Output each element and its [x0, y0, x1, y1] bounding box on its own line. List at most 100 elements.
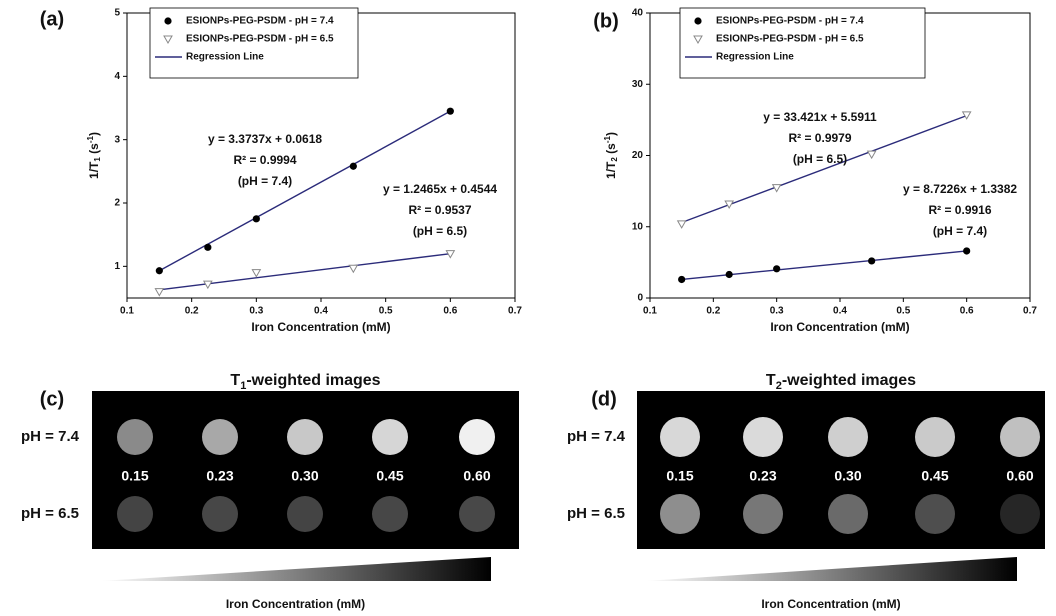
legend-label: ESIONPs-PEG-PSDM - pH = 6.5 — [716, 34, 864, 45]
concentration-label: 0.23 — [749, 468, 776, 484]
sample-well — [743, 417, 783, 457]
data-point — [963, 112, 971, 119]
y-tick-label: 2 — [114, 198, 120, 209]
legend-label: ESIONPs-PEG-PSDM - pH = 7.4 — [186, 16, 334, 27]
x-tick-label: 0.5 — [896, 306, 910, 317]
data-point — [155, 289, 163, 296]
x-tick-label: 0.3 — [249, 306, 263, 317]
x-tick-label: 0.6 — [960, 306, 974, 317]
x-tick-label: 0.2 — [706, 306, 720, 317]
x-tick-label: 0.7 — [1023, 306, 1037, 317]
data-point — [678, 276, 685, 283]
y-label-close: ) — [87, 132, 101, 136]
x-axis-label: Iron Concentration (mM) — [761, 597, 900, 611]
panel-label: (b) — [593, 10, 619, 32]
regression-line — [159, 254, 450, 290]
y-axis-label: 1/T2 (s-1) — [603, 132, 619, 179]
sample-well — [202, 419, 238, 455]
y-tick-label: 5 — [114, 8, 120, 19]
concentration-label: 0.15 — [121, 468, 148, 484]
y-label-close: ) — [604, 132, 618, 136]
sample-well — [828, 494, 868, 534]
sample-well — [1000, 417, 1040, 457]
equation-annotation: y = 8.7226x + 1.3382 — [903, 182, 1017, 196]
sample-well — [743, 494, 783, 534]
equation-annotation: R² = 0.9979 — [788, 131, 851, 145]
y-label-text: 1/T — [604, 161, 618, 179]
equation-annotation: (pH = 7.4) — [238, 174, 292, 188]
sample-well — [117, 419, 153, 455]
concentration-label: 0.30 — [291, 468, 318, 484]
data-point — [773, 265, 780, 272]
y-tick-label: 4 — [114, 71, 120, 82]
x-tick-label: 0.2 — [185, 306, 199, 317]
equation-annotation: y = 33.421x + 5.5911 — [763, 110, 877, 124]
data-point — [253, 215, 260, 222]
data-point — [349, 265, 357, 272]
y-tick-label: 20 — [632, 150, 644, 161]
concentration-label: 0.45 — [921, 468, 948, 484]
legend-marker — [694, 17, 701, 24]
sample-well — [660, 417, 700, 457]
panel-label: (c) — [40, 388, 64, 410]
concentration-label: 0.30 — [834, 468, 861, 484]
sample-well — [915, 494, 955, 534]
title-text: T — [230, 372, 240, 389]
concentration-label: 0.60 — [1006, 468, 1033, 484]
data-point — [868, 257, 875, 264]
legend-label: ESIONPs-PEG-PSDM - pH = 7.4 — [716, 16, 864, 27]
panel-label: (a) — [40, 8, 64, 30]
y-axis-label: 1/T1 (s-1) — [86, 132, 102, 179]
x-tick-label: 0.1 — [120, 306, 134, 317]
sample-well — [915, 417, 955, 457]
equation-annotation: R² = 0.9994 — [233, 153, 296, 167]
data-point — [204, 244, 211, 251]
data-point — [868, 151, 876, 158]
sample-well — [828, 417, 868, 457]
data-point — [350, 163, 357, 170]
concentration-label: 0.60 — [463, 468, 490, 484]
x-axis-label: Iron Concentration (mM) — [226, 597, 365, 611]
y-tick-label: 10 — [632, 221, 644, 232]
image-title: T2-weighted images — [766, 372, 916, 392]
gradient-wedge — [645, 557, 1017, 581]
sample-well — [660, 494, 700, 534]
equation-annotation: (pH = 7.4) — [933, 224, 987, 238]
x-tick-label: 0.6 — [443, 306, 457, 317]
figure: (a) 0.1 0.2 0.3 0.4 0.5 0.6 0.7 1 2 3 4 5 Iron Concen… — [0, 0, 1056, 616]
gradient-wedge — [100, 557, 491, 581]
image-title: T1-weighted images — [230, 372, 380, 392]
legend-label: Regression Line — [716, 52, 794, 63]
x-tick-label: 0.7 — [508, 306, 522, 317]
data-point — [156, 267, 163, 274]
x-tick-label: 0.4 — [314, 306, 328, 317]
y-tick-label: 40 — [632, 8, 644, 19]
sample-well — [372, 419, 408, 455]
y-tick-label: 3 — [114, 134, 120, 145]
data-point — [678, 221, 686, 228]
concentration-label: 0.23 — [206, 468, 233, 484]
sample-well — [287, 496, 323, 532]
x-tick-label: 0.3 — [770, 306, 784, 317]
x-tick-label: 0.4 — [833, 306, 847, 317]
legend-label: ESIONPs-PEG-PSDM - pH = 6.5 — [186, 34, 334, 45]
concentration-label: 0.45 — [376, 468, 403, 484]
title-rest: -weighted images — [782, 372, 916, 389]
sample-well — [287, 419, 323, 455]
y-label-unit: (s — [604, 143, 618, 157]
sample-well — [1000, 494, 1040, 534]
data-point — [447, 108, 454, 115]
data-point — [725, 201, 733, 208]
x-axis-label: Iron Concentration (mM) — [770, 320, 909, 334]
panel-label: (d) — [591, 388, 617, 410]
y-tick-label: 1 — [114, 261, 120, 272]
data-point — [726, 271, 733, 278]
legend-label: Regression Line — [186, 52, 264, 63]
row-label: pH = 6.5 — [21, 505, 79, 522]
x-tick-label: 0.1 — [643, 306, 657, 317]
equation-annotation: y = 3.3737x + 0.0618 — [208, 132, 322, 146]
y-label-unit: (s — [87, 143, 101, 157]
x-axis-label: Iron Concentration (mM) — [251, 320, 390, 334]
sample-well — [117, 496, 153, 532]
equation-annotation: (pH = 6.5) — [793, 152, 847, 166]
